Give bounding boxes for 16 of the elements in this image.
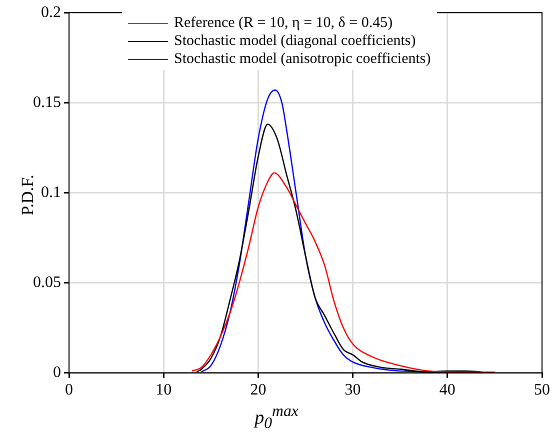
legend-label: Reference (R = 10, η = 10, δ = 0.45) bbox=[174, 15, 393, 31]
legend-label: Stochastic model (diagonal coefficients) bbox=[174, 33, 416, 49]
y-tick-label: 0.1 bbox=[41, 184, 61, 201]
legend-label: Stochastic model (anisotropic coefficients) bbox=[174, 51, 431, 67]
y-tick-label: 0.2 bbox=[41, 4, 61, 21]
x-tick-label: 30 bbox=[344, 382, 361, 399]
y-axis-title: P.D.F. bbox=[18, 174, 38, 218]
x-tick-label: 10 bbox=[156, 382, 172, 399]
y-tick-label: 0.15 bbox=[33, 94, 61, 111]
line-series bbox=[191, 172, 496, 373]
x-tick-label: 40 bbox=[439, 382, 456, 399]
y-tick-label: 0 bbox=[53, 364, 61, 382]
x-tick-label: 20 bbox=[250, 382, 266, 399]
y-tick-label: 0.05 bbox=[33, 274, 61, 291]
x-tick-label: 0 bbox=[65, 382, 73, 399]
x-tick-label: 50 bbox=[534, 382, 550, 399]
